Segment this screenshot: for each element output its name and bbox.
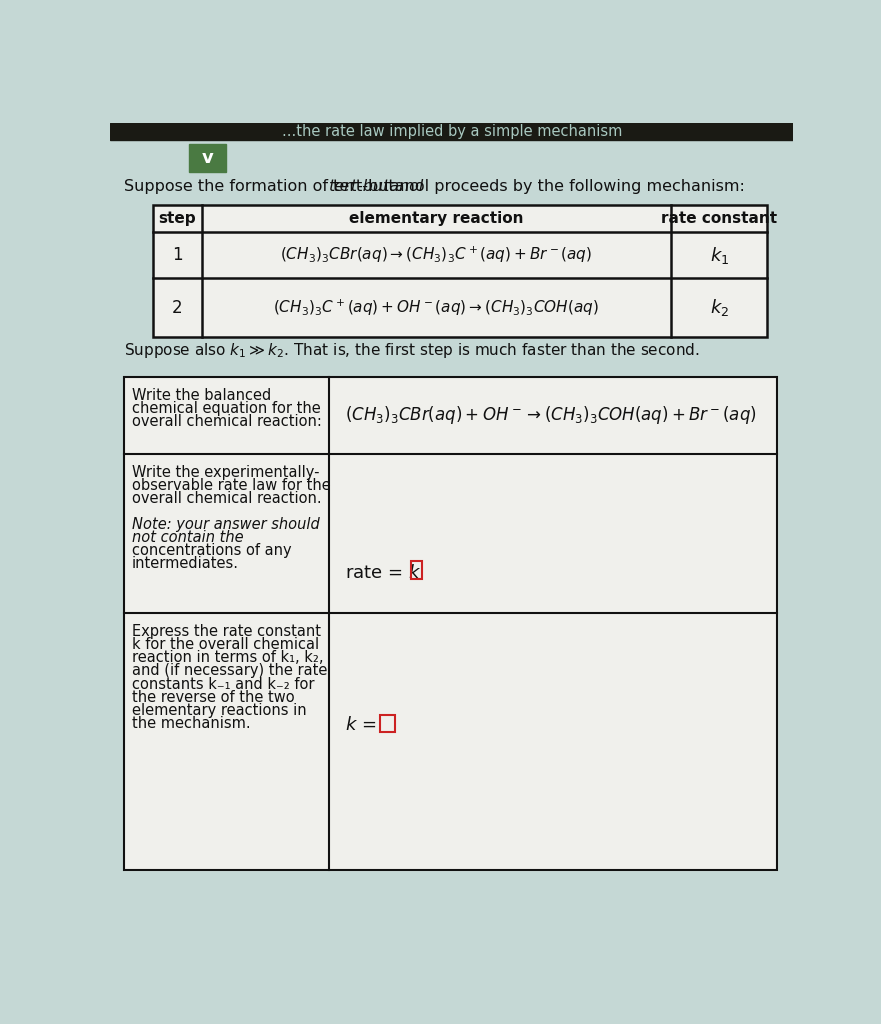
Text: chemical equation for the: chemical equation for the xyxy=(132,400,321,416)
Text: Express the rate constant: Express the rate constant xyxy=(132,625,321,639)
Text: $k_1$: $k_1$ xyxy=(709,245,729,266)
Text: the mechanism.: the mechanism. xyxy=(132,716,250,731)
Text: 2: 2 xyxy=(172,299,182,316)
Text: overall chemical reaction:: overall chemical reaction: xyxy=(132,414,322,429)
Text: elementary reaction: elementary reaction xyxy=(349,211,523,226)
Text: concentrations of any: concentrations of any xyxy=(132,544,292,558)
Text: v: v xyxy=(202,150,214,167)
Text: constants k₋₁ and k₋₂ for: constants k₋₁ and k₋₂ for xyxy=(132,677,315,691)
Text: intermediates.: intermediates. xyxy=(132,556,239,571)
Bar xyxy=(110,123,793,140)
Text: observable rate law for the: observable rate law for the xyxy=(132,478,330,493)
Text: Note: your answer should: Note: your answer should xyxy=(132,517,320,532)
Text: and (if necessary) the rate: and (if necessary) the rate xyxy=(132,664,327,679)
Bar xyxy=(152,205,767,337)
Text: elementary reactions in: elementary reactions in xyxy=(132,702,307,718)
Text: Write the experimentally-: Write the experimentally- xyxy=(132,465,319,480)
Text: tert-butanol: tert-butanol xyxy=(329,178,425,194)
Bar xyxy=(124,377,777,869)
Bar xyxy=(124,613,777,869)
Text: ...the rate law implied by a simple mechanism: ...the rate law implied by a simple mech… xyxy=(282,124,622,139)
Text: step: step xyxy=(159,211,196,226)
Text: $(CH_3)_3CBr(aq) + OH^- \rightarrow (CH_3)_3COH(aq) + Br^-(aq)$: $(CH_3)_3CBr(aq) + OH^- \rightarrow (CH_… xyxy=(345,404,757,426)
Text: rate constant: rate constant xyxy=(662,211,777,226)
Bar xyxy=(380,715,396,732)
Text: not contain the: not contain the xyxy=(132,530,243,545)
Text: overall chemical reaction.: overall chemical reaction. xyxy=(132,490,322,506)
Text: 1: 1 xyxy=(172,247,182,264)
Text: $(CH_3)_3C^+(aq) + OH^-(aq) \rightarrow (CH_3)_3COH(aq)$: $(CH_3)_3C^+(aq) + OH^-(aq) \rightarrow … xyxy=(273,298,599,317)
Text: rate = $k$: rate = $k$ xyxy=(345,564,421,583)
Bar xyxy=(411,561,422,580)
Text: reaction in terms of k₁, k₂,: reaction in terms of k₁, k₂, xyxy=(132,650,323,666)
Text: $k_2$: $k_2$ xyxy=(710,297,729,318)
Text: Write the balanced: Write the balanced xyxy=(132,388,271,402)
Text: k for the overall chemical: k for the overall chemical xyxy=(132,637,319,652)
Bar xyxy=(152,205,767,337)
Bar xyxy=(189,144,226,172)
Bar xyxy=(124,377,777,454)
Bar xyxy=(124,454,777,613)
Text: the reverse of the two: the reverse of the two xyxy=(132,689,294,705)
Text: $(CH_3)_3CBr(aq) \rightarrow (CH_3)_3C^+(aq) + Br^-(aq)$: $(CH_3)_3CBr(aq) \rightarrow (CH_3)_3C^+… xyxy=(280,245,592,265)
Text: $k$ =: $k$ = xyxy=(345,716,376,734)
Text: Suppose the formation of tert-butanol proceeds by the following mechanism:: Suppose the formation of tert-butanol pr… xyxy=(124,178,745,194)
Text: Suppose also $k_1$$\gg$$k_2$. That is, the first step is much faster than the se: Suppose also $k_1$$\gg$$k_2$. That is, t… xyxy=(124,341,700,360)
